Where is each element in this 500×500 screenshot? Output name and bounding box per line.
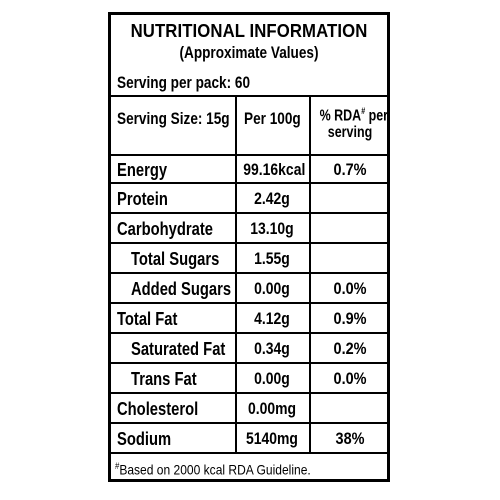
divider [111,154,387,156]
serving-size-header: Serving Size: 15g [117,109,230,128]
rda-mark: # [361,106,366,116]
row-name: Sodium [117,429,172,449]
row-per100g: 2.42g [254,189,290,208]
row-name: Total Fat [117,309,178,329]
row-name: Trans Fat [131,369,197,389]
rda-header-tail: per [365,107,388,125]
row-name: Saturated Fat [131,339,226,359]
row-per100g: 5140mg [246,429,298,448]
per100g-header: Per 100g [244,109,301,128]
divider [111,272,387,274]
divider [111,182,387,184]
divider [111,302,387,304]
row-rda: 0.0% [333,279,367,298]
row-per100g: 13.10g [250,219,294,238]
row-rda: 0.2% [333,339,367,358]
divider [111,362,387,364]
row-name: Carbohydrate [117,219,213,239]
row-rda: 0.0% [333,369,367,388]
row-per100g: 0.00g [254,369,290,388]
row-per100g: 0.00g [254,279,290,298]
divider [111,242,387,244]
row-per100g: 4.12g [254,309,290,328]
row-rda: 38% [335,429,365,448]
row-name: Energy [117,160,168,180]
column-divider [235,95,237,452]
row-rda: 0.7% [333,160,367,179]
rda-header-serving: serving [327,124,373,142]
footnote-mark: # [115,461,120,471]
row-per100g: 1.55g [254,249,290,268]
serving-per-pack: Serving per pack: 60 [117,73,251,92]
row-name: Cholesterol [117,399,199,419]
row-name: Added Sugars [131,279,232,299]
divider [111,452,387,454]
row-rda: 0.9% [333,309,367,328]
row-per100g: 0.34g [254,339,290,358]
row-name: Total Sugars [131,249,220,269]
row-per100g: 99.16kcal [243,160,306,179]
rda-header-text: % RDA [319,107,362,125]
label-subtitle: (Approximate Values) [179,43,319,62]
label-title: NUTRITIONAL INFORMATION [130,21,368,41]
row-per100g: 0.00mg [247,399,297,418]
row-name: Protein [117,189,168,209]
divider [111,422,387,424]
column-divider [309,95,311,452]
divider [111,212,387,214]
divider [111,95,387,97]
divider [111,392,387,394]
footnote: #Based on 2000 kcal RDA Guideline. [115,461,311,478]
nutrition-label: NUTRITIONAL INFORMATION (Approximate Val… [108,12,390,482]
footnote-text: Based on 2000 kcal RDA Guideline. [119,461,311,478]
divider [111,332,387,334]
rda-header: % RDA# per serving [319,106,388,142]
